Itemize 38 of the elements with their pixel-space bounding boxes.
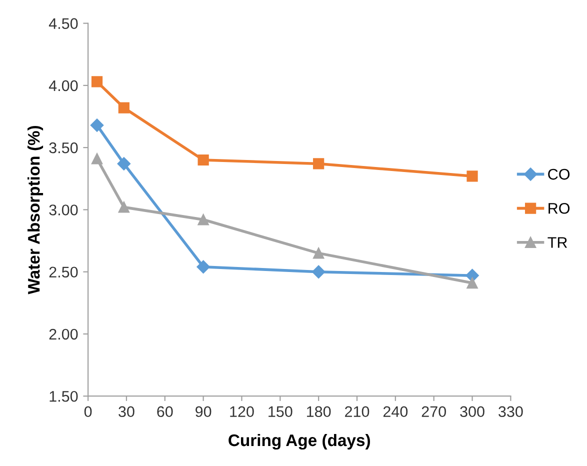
- legend-label: CO: [548, 168, 570, 180]
- x-tick-label: 270: [422, 406, 446, 418]
- y-tick-label: 3.50: [49, 142, 78, 154]
- point: [198, 154, 209, 166]
- x-tick-label: 210: [345, 406, 370, 418]
- y-tick-label: 2.50: [49, 266, 78, 278]
- x-tick-label: 330: [498, 406, 523, 418]
- x-tick-label: 300: [460, 406, 484, 418]
- point: [196, 260, 210, 274]
- x-tick-label: 90: [196, 406, 212, 418]
- point: [90, 118, 104, 132]
- legend-label: TR: [548, 237, 568, 248]
- y-tick-label: 4.00: [48, 80, 78, 92]
- x-tick-label: 30: [118, 406, 134, 418]
- y-tick-label: 3.00: [49, 204, 78, 216]
- point: [198, 214, 209, 226]
- x-tick-label: 240: [383, 406, 408, 418]
- point: [118, 102, 130, 114]
- point: [118, 202, 130, 213]
- y-tick-label: 2.00: [49, 328, 78, 340]
- x-tick-label: 120: [230, 406, 254, 418]
- x-axis-title: Curing Age (days): [228, 434, 370, 450]
- x-tick-label: 150: [268, 406, 292, 418]
- x-tick-label: 180: [307, 406, 331, 418]
- y-axis-title: Water Absorption (%): [28, 126, 44, 294]
- point: [91, 153, 103, 164]
- point: [313, 248, 324, 259]
- y-tick-label: 4.50: [48, 18, 78, 29]
- legend-label: RO: [548, 202, 570, 214]
- y-tick-label: 1.50: [50, 390, 78, 402]
- point: [312, 265, 326, 278]
- x-tick-label: 0: [84, 406, 92, 418]
- point: [466, 170, 478, 182]
- point: [117, 157, 130, 170]
- x-tick-label: 60: [157, 406, 173, 418]
- point: [466, 277, 478, 289]
- point: [91, 76, 103, 88]
- point: [313, 158, 324, 170]
